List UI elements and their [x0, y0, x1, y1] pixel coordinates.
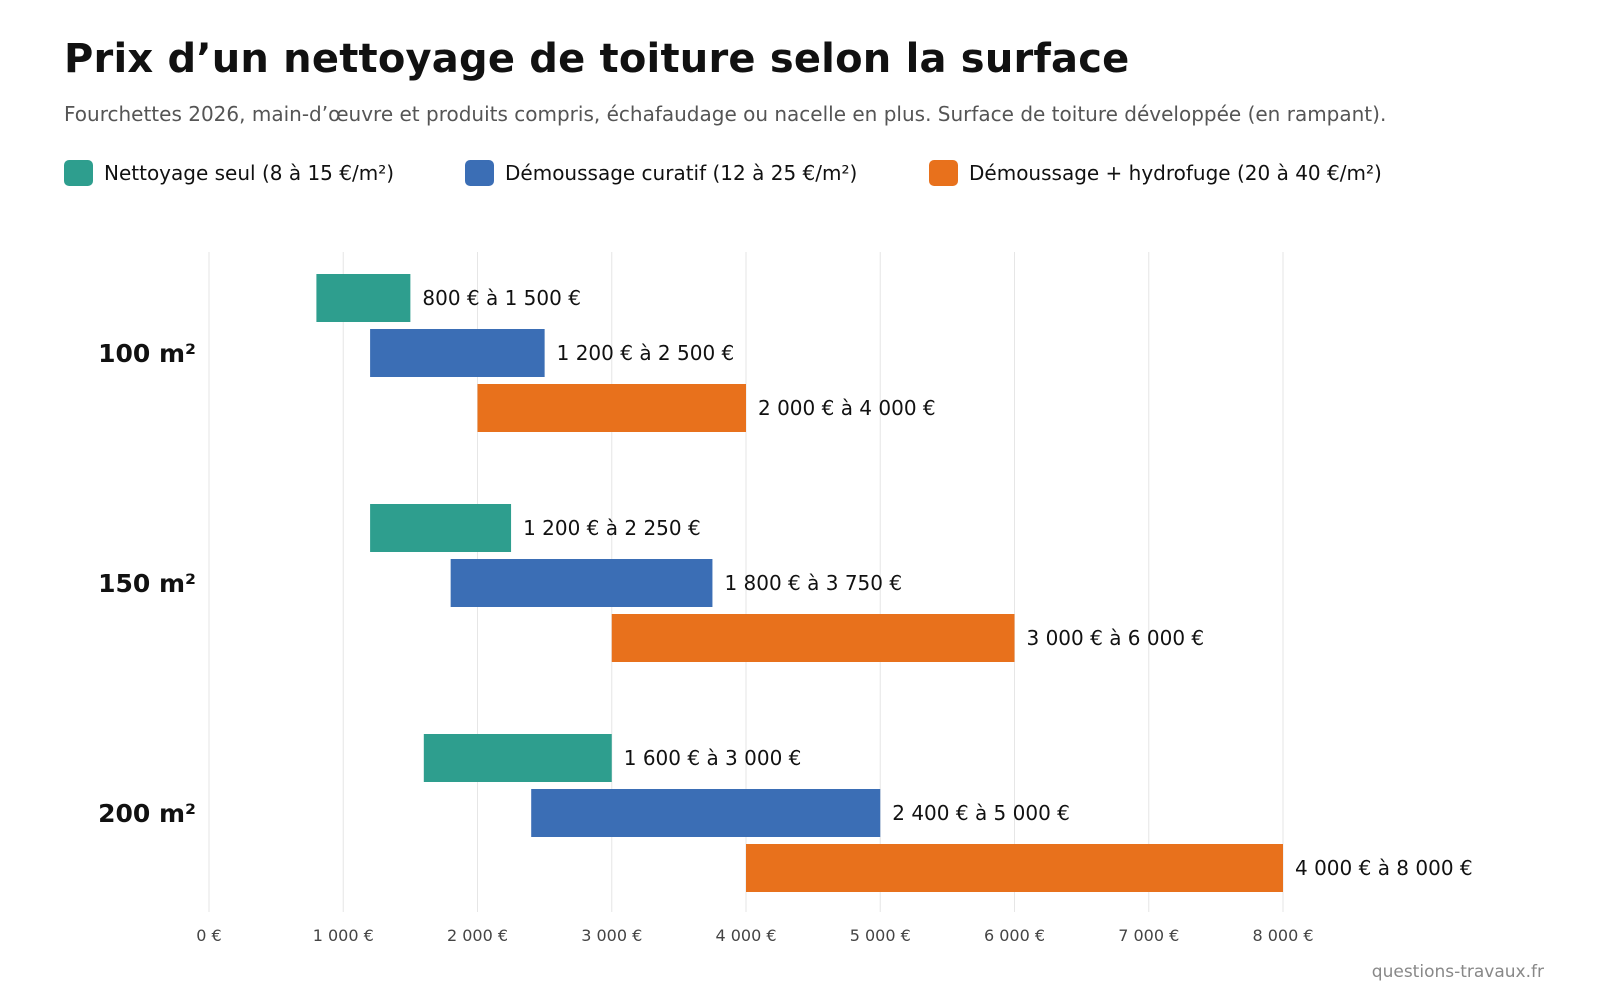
x-tick-label: 7 000 €	[1118, 926, 1179, 945]
bar-label-demoussage-100m: 1 200 € à 2 500 €	[557, 341, 735, 365]
source-credit: questions-travaux.fr	[1371, 962, 1544, 982]
x-tick-label: 8 000 €	[1252, 926, 1313, 945]
x-tick-label: 6 000 €	[984, 926, 1045, 945]
legend-label-nettoyage: Nettoyage seul (8 à 15 €/m²)	[104, 161, 395, 185]
bar-label-hydrofuge-200m: 4 000 € à 8 000 €	[1295, 856, 1473, 880]
bar-hydrofuge-150m	[611, 614, 1015, 662]
legend-swatch-hydrofuge	[929, 160, 958, 186]
chart-subtitle: Fourchettes 2026, main-d’œuvre et produi…	[64, 102, 1387, 126]
bar-hydrofuge-100m	[477, 384, 746, 432]
x-tick-label: 0 €	[196, 926, 221, 945]
bar-label-demoussage-200m: 2 400 € à 5 000 €	[892, 801, 1070, 825]
legend-item-demoussage: Démoussage curatif (12 à 25 €/m²)	[465, 160, 857, 186]
legend-swatch-nettoyage	[64, 160, 93, 186]
x-tick-label: 1 000 €	[313, 926, 374, 945]
bar-demoussage-150m	[450, 559, 713, 607]
legend-label-demoussage: Démoussage curatif (12 à 25 €/m²)	[505, 161, 858, 185]
bar-nettoyage-100m	[316, 274, 411, 322]
category-label-100m: 100 m²	[98, 339, 196, 368]
legend-swatch-demoussage	[465, 160, 494, 186]
category-label-200m: 200 m²	[98, 799, 196, 828]
bar-label-demoussage-150m: 1 800 € à 3 750 €	[724, 571, 902, 595]
bar-hydrofuge-200m	[746, 844, 1283, 892]
x-tick-label: 3 000 €	[581, 926, 642, 945]
legend-item-nettoyage: Nettoyage seul (8 à 15 €/m²)	[64, 160, 394, 186]
bar-label-hydrofuge-150m: 3 000 € à 6 000 €	[1027, 626, 1205, 650]
category-label-150m: 150 m²	[98, 569, 196, 598]
bar-label-nettoyage-150m: 1 200 € à 2 250 €	[523, 516, 701, 540]
legend-label-hydrofuge: Démoussage + hydrofuge (20 à 40 €/m²)	[969, 161, 1382, 185]
bar-demoussage-100m	[370, 329, 545, 377]
x-tick-label: 4 000 €	[715, 926, 776, 945]
x-tick-label: 2 000 €	[447, 926, 508, 945]
bar-label-nettoyage-200m: 1 600 € à 3 000 €	[624, 746, 802, 770]
bar-nettoyage-150m	[370, 504, 512, 552]
legend-item-hydrofuge: Démoussage + hydrofuge (20 à 40 €/m²)	[929, 160, 1382, 186]
bar-label-hydrofuge-100m: 2 000 € à 4 000 €	[758, 396, 936, 420]
x-tick-label: 5 000 €	[850, 926, 911, 945]
bar-demoussage-200m	[531, 789, 881, 837]
bar-label-nettoyage-100m: 800 € à 1 500 €	[422, 286, 581, 310]
chart-title: Prix d’un nettoyage de toiture selon la …	[64, 36, 1130, 82]
bar-nettoyage-200m	[423, 734, 612, 782]
